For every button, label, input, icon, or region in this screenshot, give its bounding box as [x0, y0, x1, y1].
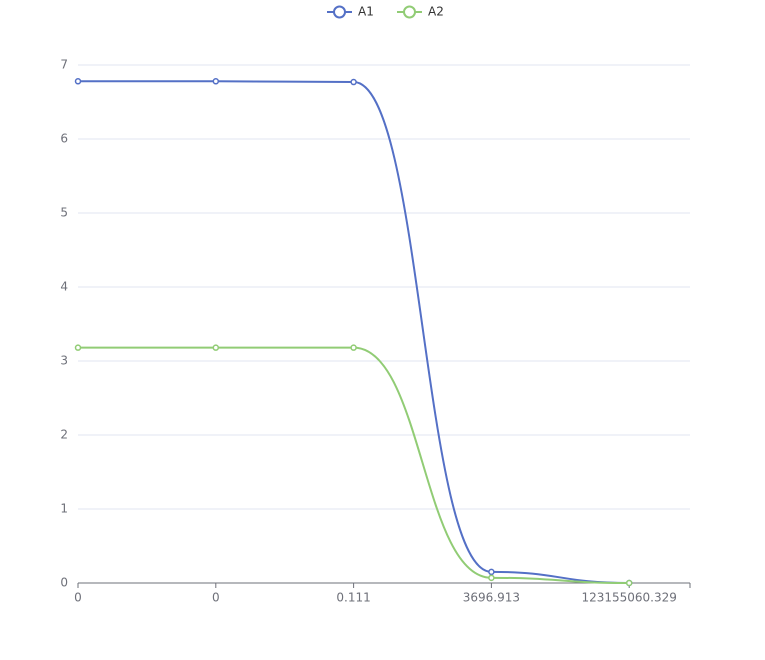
point	[212, 344, 220, 351]
y-tick-label: 6	[60, 132, 68, 146]
legend-label: A2	[428, 5, 444, 19]
point	[212, 78, 220, 85]
y-tick-label: 0	[60, 576, 68, 590]
point	[350, 344, 357, 351]
x-tick-label: 0	[212, 591, 220, 605]
y-tick-label: 1	[60, 502, 68, 516]
line	[78, 346, 630, 584]
y-tick-label: 2	[60, 428, 68, 442]
y-tick-label: 4	[60, 280, 68, 294]
legend: A1 A2	[327, 5, 444, 19]
x-tick-label: 3696.913	[463, 591, 520, 605]
legend-label: A1	[358, 5, 374, 19]
x-tick-label: 0	[74, 591, 82, 605]
legend-icon-circle	[403, 5, 416, 19]
point	[625, 579, 633, 587]
x-tick-label: 123155060.329	[581, 591, 676, 605]
line	[77, 80, 630, 584]
y-tick-label: 3	[60, 354, 68, 368]
legend-icon-circle	[333, 5, 346, 19]
point	[74, 78, 82, 85]
point	[488, 568, 495, 576]
point	[488, 574, 495, 582]
y-tick-label: 7	[60, 58, 68, 72]
x-tick-label: 0.111	[336, 591, 370, 605]
y-tick-label: 5	[60, 206, 68, 220]
point	[350, 78, 357, 86]
point	[74, 344, 82, 351]
